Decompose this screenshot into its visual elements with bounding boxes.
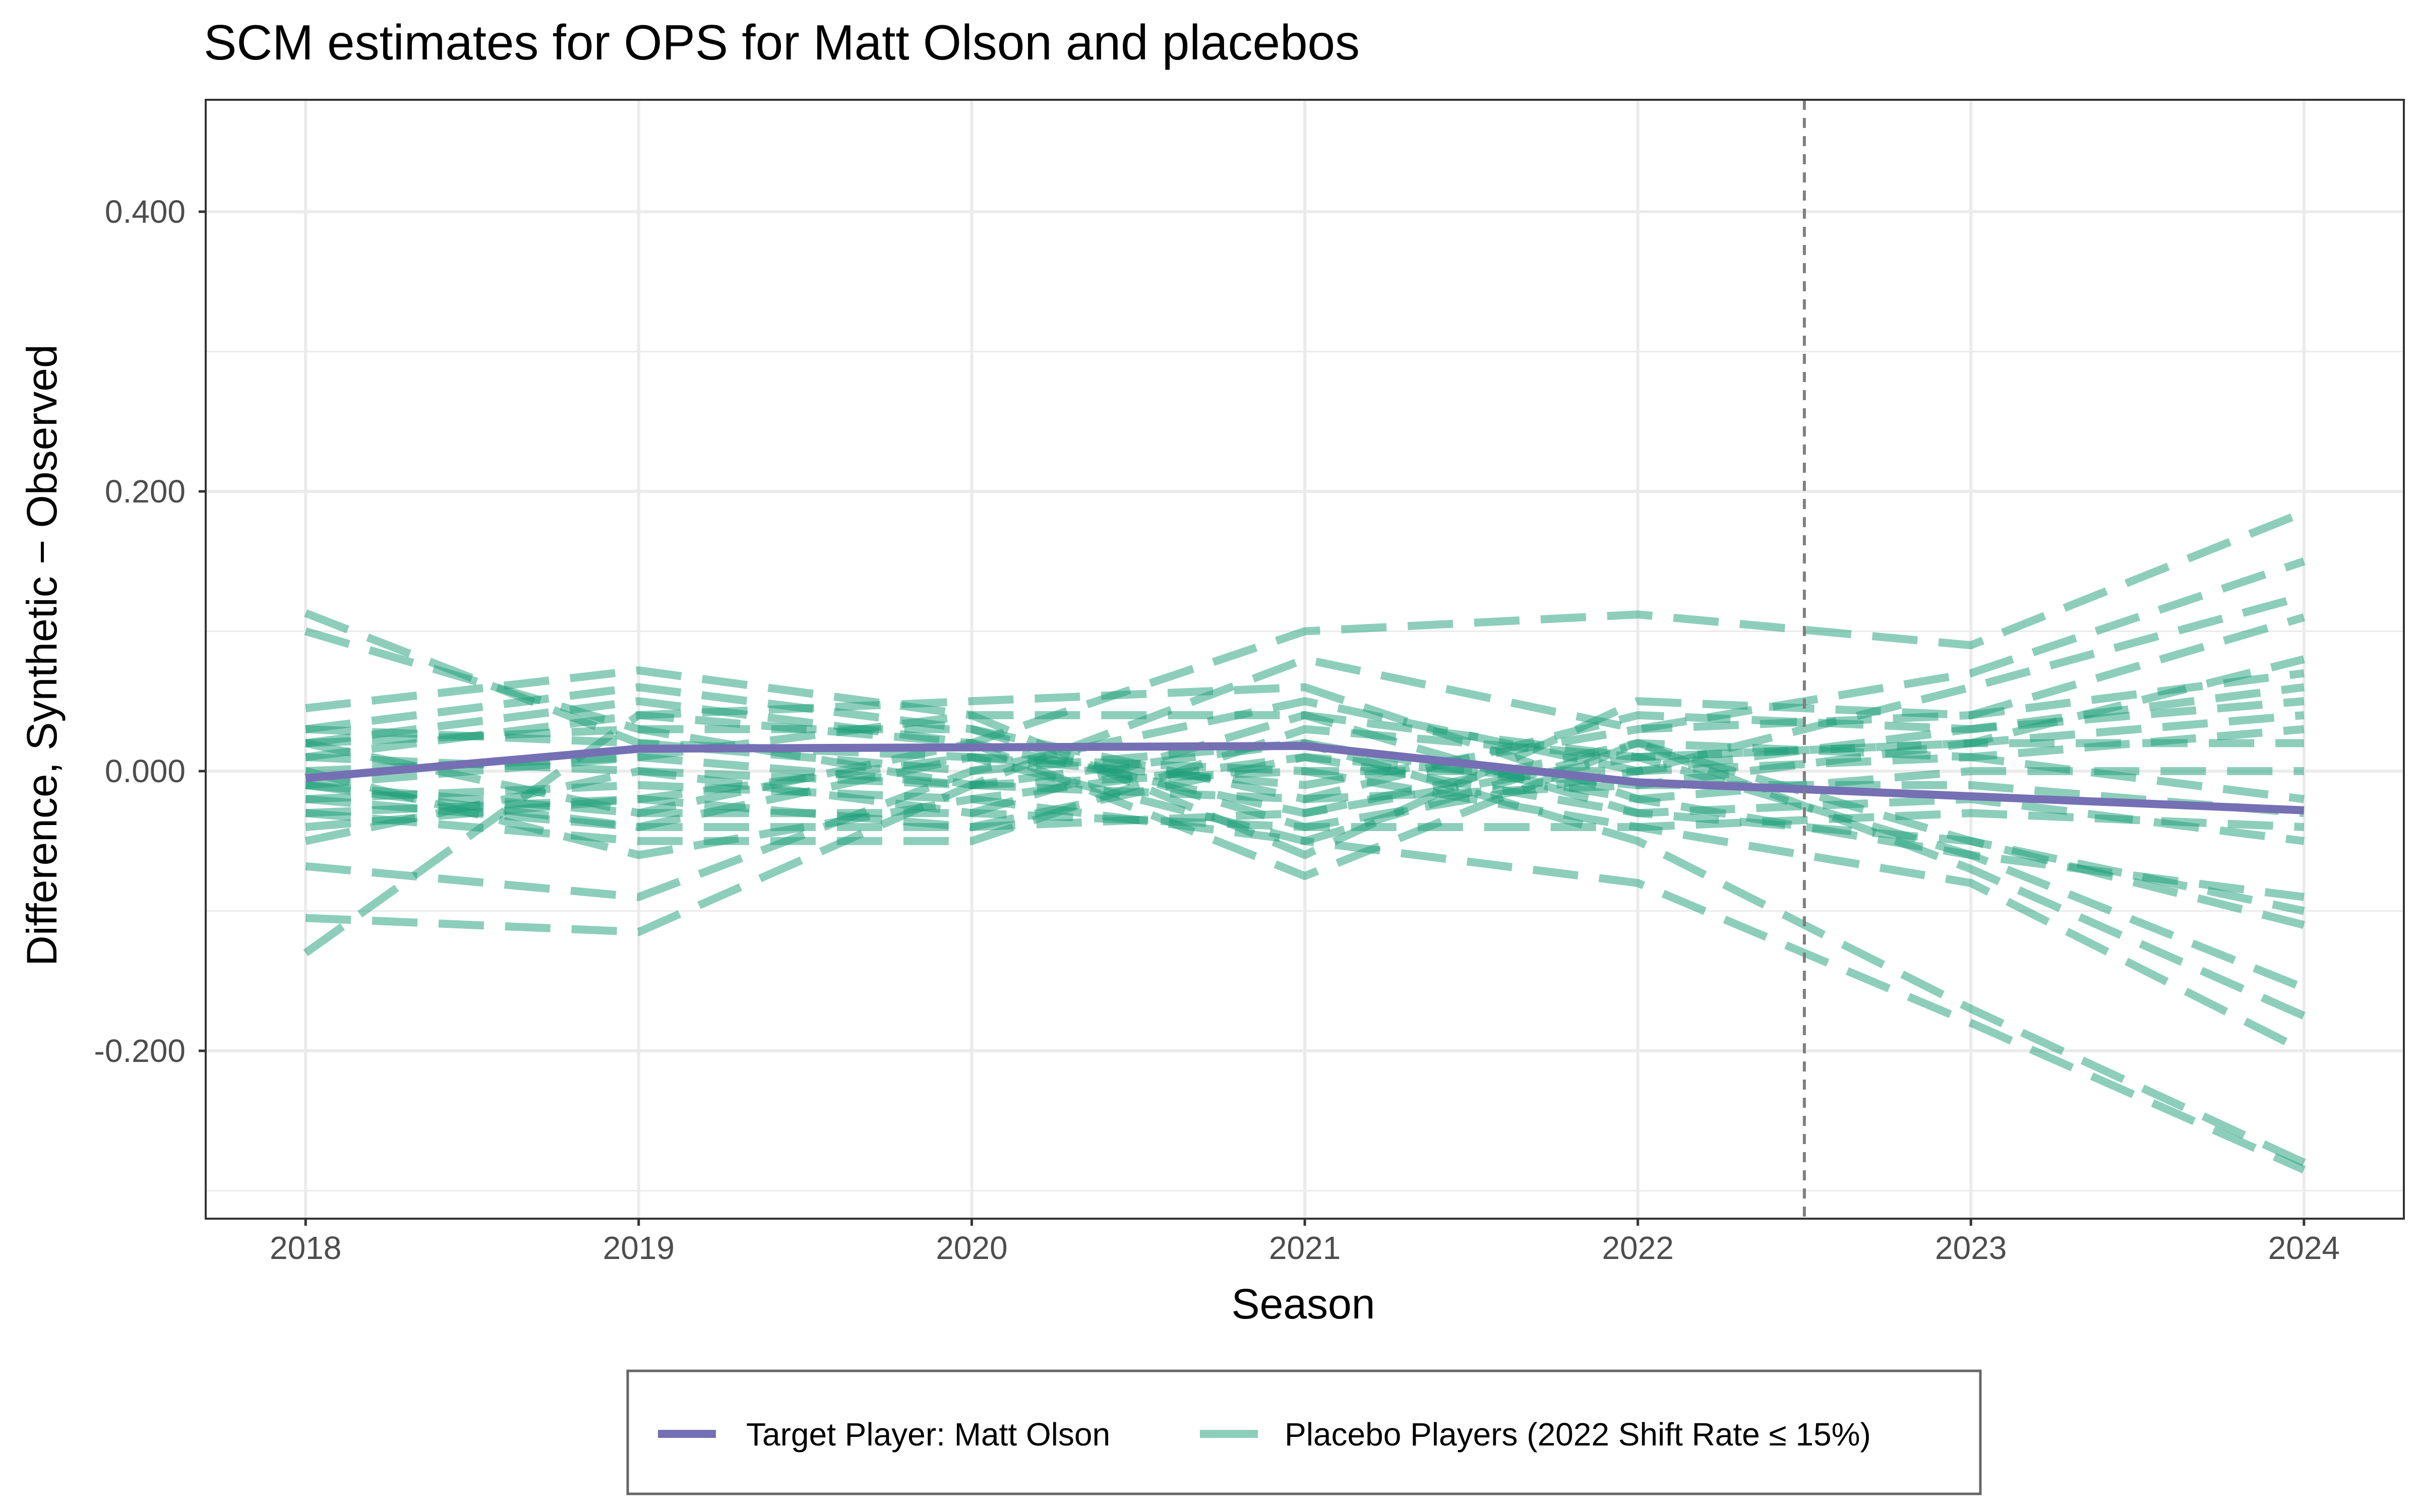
y-axis-ticks: -0.200 0.000 0.200 0.400 <box>94 194 206 1069</box>
y-tick-label: 0.000 <box>105 753 186 789</box>
chart-title: SCM estimates for OPS for Matt Olson and… <box>204 15 1360 70</box>
legend: Target Player: Matt Olson Placebo Player… <box>626 1369 1982 1495</box>
x-axis-title: Season <box>1232 1280 1375 1328</box>
x-tick-label: 2021 <box>1269 1230 1341 1266</box>
target-series-line <box>305 742 2305 814</box>
x-tick-label: 2020 <box>936 1230 1007 1266</box>
legend-box <box>626 1369 1982 1495</box>
placebo-series-line <box>305 753 2305 817</box>
x-tick-label: 2018 <box>270 1230 341 1266</box>
legend-label-target: Target Player: Matt Olson <box>746 1416 1110 1453</box>
x-tick-label: 2022 <box>1602 1230 1673 1266</box>
placebo-series-line <box>305 725 2305 901</box>
y-tick-label: 0.200 <box>105 473 186 510</box>
y-tick-label: 0.400 <box>105 194 186 230</box>
placebo-series-line <box>305 753 2305 831</box>
placebo-series-line <box>305 739 2304 817</box>
placebo-series-line <box>305 697 2306 1020</box>
y-axis-title: Difference, Synthetic − Observed <box>18 344 66 966</box>
legend-label-placebo: Placebo Players (2022 Shift Rate ≤ 15%) <box>1285 1416 1871 1453</box>
x-tick-label: 2019 <box>603 1230 675 1266</box>
target-line <box>305 742 2305 814</box>
y-tick-label: -0.200 <box>94 1033 186 1069</box>
x-axis-ticks: 2018 2019 2020 2021 2022 2023 2024 <box>270 1219 2340 1266</box>
placebo-series-line <box>305 557 2306 936</box>
placebo-lines <box>303 509 2306 1174</box>
placebo-series-line <box>305 592 2305 901</box>
x-tick-label: 2024 <box>2268 1230 2340 1266</box>
x-tick-label: 2023 <box>1935 1230 2007 1266</box>
